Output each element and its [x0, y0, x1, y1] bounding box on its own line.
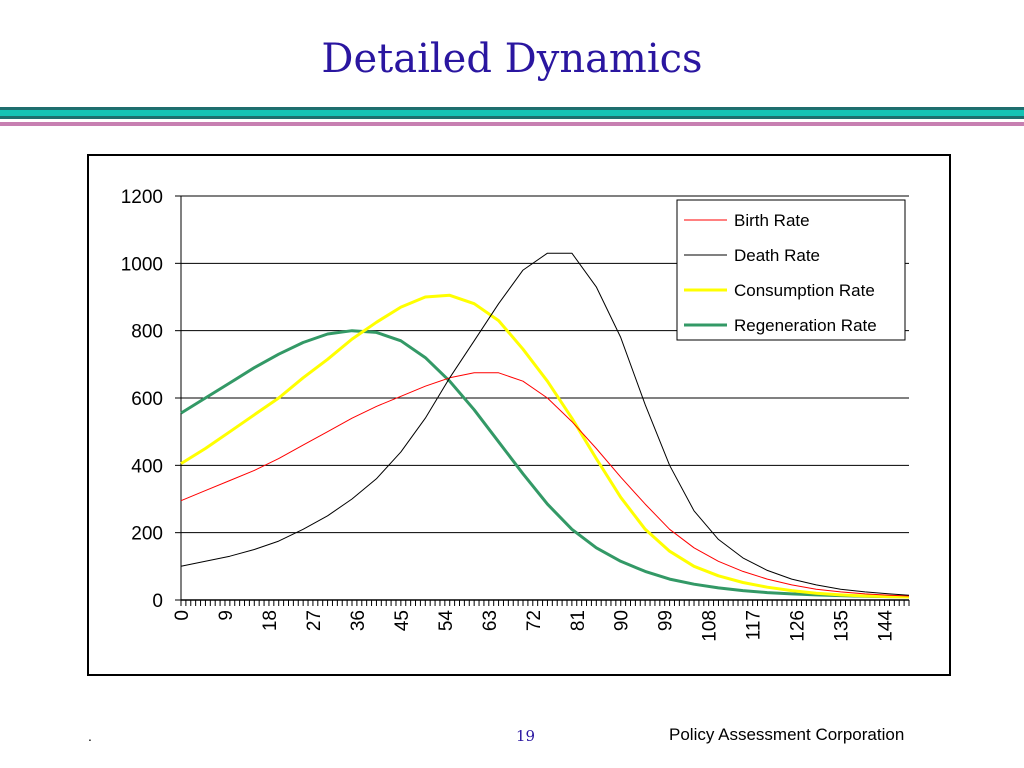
series-lines: [180, 252, 910, 599]
chart-frame: 0 200 400 600 800 1000 1200 0 9 18 27 36 45 54 63 72 81…: [87, 154, 951, 676]
x-tick-label: 99: [656, 610, 677, 631]
series-line-death-rate: [180, 252, 910, 596]
x-tick-label: 63: [480, 610, 501, 631]
x-tick-label: 81: [568, 610, 589, 631]
legend-label: Regeneration Rate: [734, 316, 877, 335]
x-tick-label: 90: [612, 610, 633, 631]
x-tick-label: 9: [216, 610, 237, 621]
x-tick-label: 54: [436, 610, 457, 632]
x-tick-label: 126: [788, 610, 809, 642]
x-tick-label: 18: [260, 610, 281, 631]
y-tick-label: 800: [131, 322, 163, 343]
legend-label: Birth Rate: [734, 211, 810, 230]
x-axis-ticks: 0 9 18 27 36 45 54 63 72 81 90 99 108 117 126 135 144: [172, 600, 910, 642]
y-tick-label: 600: [131, 389, 163, 410]
x-tick-label: 27: [304, 610, 325, 631]
header-rule-dark-bottom: [0, 116, 1024, 119]
x-tick-label: 45: [392, 610, 413, 631]
y-tick-label: 400: [131, 456, 163, 477]
header-rule-pink: [0, 122, 1024, 126]
legend-label: Death Rate: [734, 246, 820, 265]
y-axis-ticks: 0 200 400 600 800 1000 1200: [121, 187, 181, 612]
x-tick-label: 0: [172, 610, 193, 621]
series-line-birth-rate: [180, 372, 910, 597]
x-tick-label: 108: [700, 610, 721, 642]
y-tick-label: 200: [131, 524, 163, 545]
y-tick-label: 1200: [121, 187, 163, 208]
legend: Birth Rate Death Rate Consumption Rate Rege…: [676, 199, 906, 341]
series-line-consumption-rate: [180, 293, 910, 599]
legend-label: Consumption Rate: [734, 281, 875, 300]
x-tick-label: 72: [524, 610, 545, 631]
header-rule-dark-top: [0, 107, 1024, 110]
y-tick-label: 1000: [121, 254, 163, 275]
y-tick-label: 0: [152, 591, 163, 612]
organization-name: Policy Assessment Corporation: [669, 725, 905, 744]
footer-left-text: .: [88, 728, 92, 744]
slide-title: Detailed Dynamics: [321, 36, 703, 82]
x-tick-label: 117: [744, 610, 765, 640]
series-line-regeneration-rate: [180, 329, 909, 599]
header-rule-teal: [0, 110, 1024, 116]
x-tick-label: 144: [876, 610, 897, 642]
line-chart: 0 200 400 600 800 1000 1200 0 9 18 27 36 45 54 63 72 81…: [121, 187, 910, 642]
x-tick-label: 135: [832, 610, 853, 642]
x-tick-label: 36: [348, 610, 369, 631]
legend-box: [676, 199, 906, 341]
page-number: 19: [516, 727, 536, 745]
